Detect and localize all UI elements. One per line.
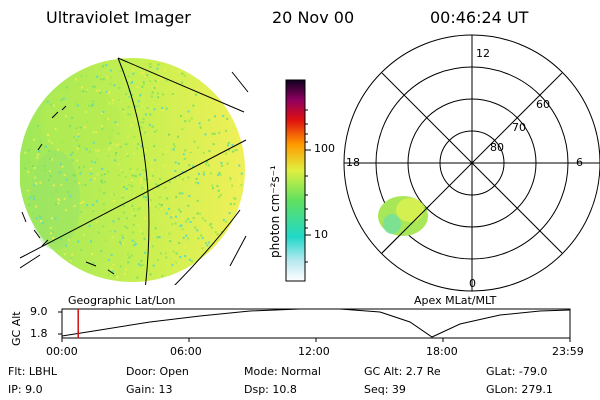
orbit-xtick: 00:00 <box>46 345 78 358</box>
lat-lon-line <box>117 57 245 113</box>
lat-lon-arc <box>117 57 150 285</box>
altitude-curve <box>61 308 571 338</box>
scale-tick-100: 100 <box>314 142 335 155</box>
orbit-ytick-max: 9.0 <box>30 305 48 318</box>
geographic-image <box>20 57 249 285</box>
filter-info: Flt: LBHL <box>8 365 57 378</box>
seq-info: Seq: 39 <box>364 383 406 396</box>
glon-info: GLon: 279.1 <box>486 383 553 396</box>
polar-plot <box>343 34 600 292</box>
orbit-xtick: 12:00 <box>298 345 330 358</box>
glat-info: GLat: -79.0 <box>486 365 548 378</box>
orbit-xtick: 06:00 <box>170 345 202 358</box>
scale-unit-label: photon cm⁻²s⁻¹ <box>268 165 282 258</box>
orbit-xtick: 18:00 <box>426 345 458 358</box>
lat-label-60: 60 <box>536 98 550 111</box>
mlt-label-0: 0 <box>469 277 476 290</box>
orbit-xtick: 23:59 <box>552 345 584 358</box>
mlt-label-6: 6 <box>576 156 583 169</box>
gain-info: Gain: 13 <box>126 383 173 396</box>
mlt-label-12: 12 <box>476 47 490 60</box>
geographic-label: Geographic Lat/Lon <box>68 294 176 307</box>
lat-lon-arc <box>174 209 241 285</box>
apex-label: Apex MLat/MLT <box>414 294 497 307</box>
color-scale-ticks <box>305 109 311 263</box>
gc-alt-info: GC Alt: 2.7 Re <box>364 365 441 378</box>
orbit-plot-frame <box>61 308 571 339</box>
dsp-info: Dsp: 10.8 <box>244 383 297 396</box>
auroral-oval <box>378 196 428 236</box>
app-title: Ultraviolet Imager <box>46 8 191 27</box>
orbit-x-ticks <box>58 311 571 342</box>
door-info: Door: Open <box>126 365 189 378</box>
orbit-ylabel: GC Alt <box>10 311 23 346</box>
date-label: 20 Nov 00 <box>272 8 355 27</box>
scale-tick-10: 10 <box>314 228 328 241</box>
ip-info: IP: 9.0 <box>8 383 43 396</box>
lat-label-70: 70 <box>512 121 526 134</box>
time-label: 00:46:24 UT <box>430 8 529 27</box>
color-scale-bar <box>285 79 306 282</box>
orbit-ytick-min: 1.8 <box>30 327 48 340</box>
lat-lon-line <box>20 139 247 259</box>
mlt-label-18: 18 <box>346 156 360 169</box>
lat-label-80: 80 <box>490 141 504 154</box>
mode-info: Mode: Normal <box>244 365 321 378</box>
